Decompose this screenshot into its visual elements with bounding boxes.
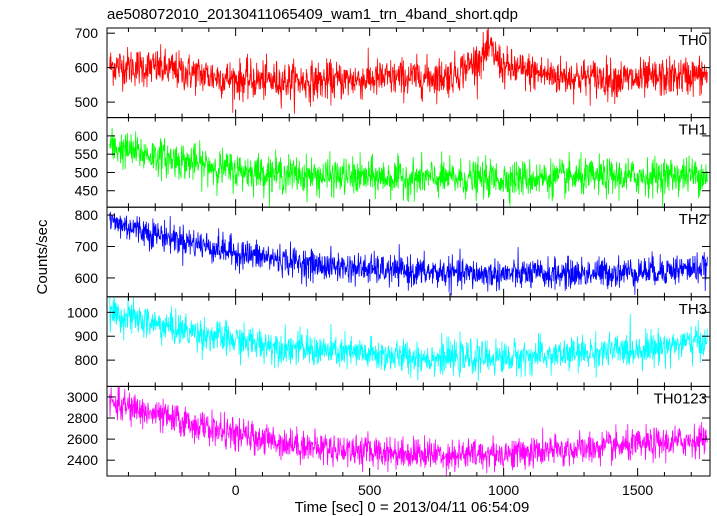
x-tick-label: 0 — [232, 482, 240, 498]
panel-label: TH1 — [679, 122, 707, 139]
y-tick-label: 550 — [75, 146, 99, 162]
chart-title: ae508072010_20130411065409_wam1_trn_4ban… — [107, 6, 518, 23]
y-tick-label: 600 — [75, 128, 99, 144]
y-tick-label: 1000 — [67, 304, 98, 320]
y-tick-label: 700 — [75, 25, 99, 41]
panel-label: TH3 — [679, 301, 707, 318]
panel-label: TH0123 — [654, 390, 707, 407]
panel-frame — [106, 385, 711, 477]
y-tick-label: 500 — [75, 94, 99, 110]
panel-th1: 450 500 550 600 TH1 — [75, 117, 711, 208]
y-tick-label: 800 — [75, 207, 99, 223]
series-line-th0 — [109, 28, 708, 114]
y-tick-label: 3000 — [67, 389, 98, 405]
y-tick-label: 2400 — [67, 452, 98, 468]
y-tick-label: 500 — [75, 164, 99, 180]
x-axis-label: Time [sec] 0 = 2013/04/11 06:54:09 — [295, 499, 530, 516]
x-tick-label: 1500 — [622, 482, 653, 498]
y-tick-label: 2600 — [67, 431, 98, 447]
y-tick-label: 800 — [75, 352, 99, 368]
x-tick-label: 500 — [358, 482, 382, 498]
panel-label: TH0 — [679, 32, 707, 49]
panel-th0123: 2400 2600 2800 3000 TH0123 — [67, 385, 711, 477]
y-tick-label: 700 — [75, 238, 99, 254]
x-axis-ticks: 0 500 1000 1500 — [232, 482, 654, 498]
panel-th3: 800 900 1000 TH3 — [67, 296, 711, 387]
series-line-th0123 — [109, 386, 708, 476]
y-tick-label: 600 — [75, 270, 99, 286]
y-tick-label: 600 — [75, 60, 99, 76]
y-tick-label: 450 — [75, 183, 99, 199]
panel-th2: 600 700 800 TH2 — [75, 206, 711, 298]
series-line-th2 — [109, 211, 708, 296]
y-tick-label: 2800 — [67, 410, 98, 426]
series-line-th1 — [109, 127, 708, 208]
y-tick-label: 900 — [75, 328, 99, 344]
panels: 500 600 700 TH0 450 500 550 600 TH1 600 700 800 TH2 8… — [67, 25, 711, 477]
y-axis-label: Counts/sec — [34, 219, 51, 295]
panel-th0: 500 600 700 TH0 — [75, 25, 711, 119]
panel-label: TH2 — [679, 211, 707, 228]
x-tick-label: 1000 — [488, 482, 519, 498]
series-line-th3 — [109, 296, 708, 382]
